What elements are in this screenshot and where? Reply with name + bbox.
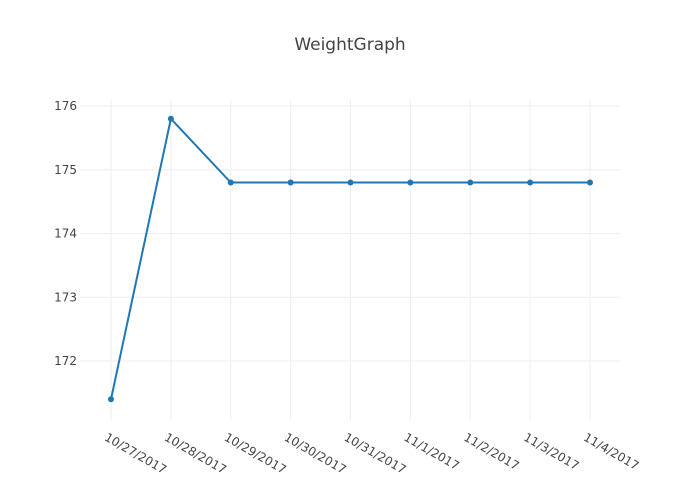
- y-tick-label: 175: [54, 163, 77, 177]
- x-gridlines: [110, 100, 591, 420]
- data-point[interactable]: [108, 396, 114, 403]
- y-gridlines: [80, 105, 620, 362]
- data-point[interactable]: [407, 179, 414, 186]
- y-tick-label: 173: [54, 290, 77, 304]
- y-tick-label: 174: [54, 227, 77, 241]
- chart-title: WeightGraph: [294, 35, 405, 55]
- data-point[interactable]: [167, 115, 174, 122]
- data-point[interactable]: [587, 179, 593, 186]
- series-group: [108, 115, 593, 403]
- data-point[interactable]: [527, 179, 534, 186]
- y-tick-label: 172: [54, 354, 77, 368]
- y-axis-tick-labels: 172 173 174 175 176: [54, 99, 77, 368]
- y-tick-label: 176: [54, 99, 77, 113]
- data-point[interactable]: [287, 179, 294, 186]
- data-point[interactable]: [467, 179, 474, 186]
- data-point[interactable]: [347, 179, 354, 186]
- data-point[interactable]: [227, 179, 234, 186]
